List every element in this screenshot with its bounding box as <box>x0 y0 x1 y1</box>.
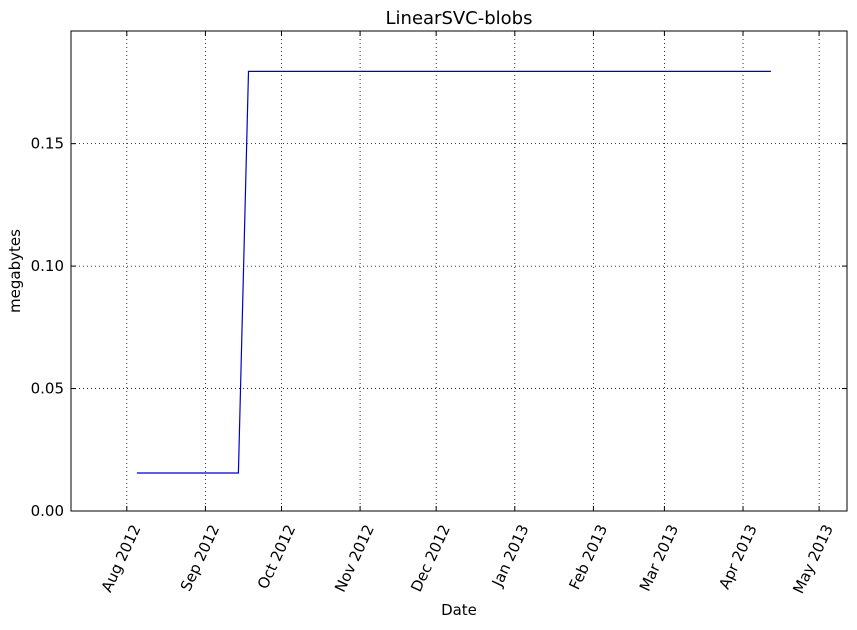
y-tick-label: 0.05 <box>31 380 64 398</box>
y-axis-label: megabytes <box>6 229 24 313</box>
series-line-0 <box>136 70 771 474</box>
plot-frame <box>70 30 848 512</box>
x-axis-label: Date <box>441 601 477 619</box>
grid <box>71 31 847 511</box>
y-tick-label: 0.10 <box>31 257 64 275</box>
chart-title: LinearSVC-blobs <box>386 8 533 29</box>
y-tick-label: 0.15 <box>31 135 64 153</box>
series-layer <box>136 70 771 474</box>
y-tick-label: 0.00 <box>31 502 64 520</box>
